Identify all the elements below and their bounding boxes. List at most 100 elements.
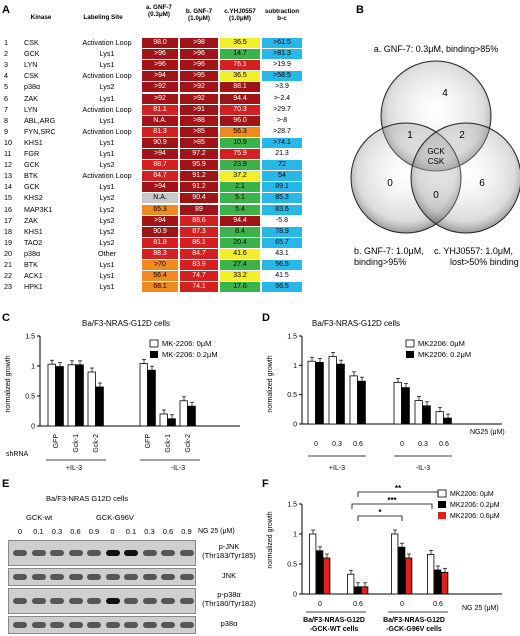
row-kinase: CSK	[24, 71, 39, 81]
row-value-a: >94	[142, 215, 178, 226]
row-kinase: KHS1	[24, 137, 43, 147]
panel-f-xlabel: NG 25 (μM)	[462, 605, 499, 612]
panel-c-legend-swatch-0	[149, 339, 159, 348]
row-labeling-site: Lys2	[99, 237, 115, 247]
row-number: 23	[4, 282, 12, 292]
row-number: 12	[4, 160, 12, 170]
blot-band	[13, 622, 27, 628]
blot-lane-concentration: 0.1	[125, 527, 137, 536]
panel-c-bar	[95, 386, 104, 427]
row-value-a: 68.1	[142, 282, 178, 293]
row-kinase: GCK	[24, 182, 40, 192]
row-value-d: 83.6	[262, 204, 302, 215]
panel-f-bar	[427, 554, 435, 595]
blot-band	[31, 574, 46, 580]
panel-f-legend-0: MK2206: 0μM	[450, 491, 494, 498]
venn-count-b-only: 0	[387, 178, 393, 189]
blot-band	[124, 574, 138, 580]
row-value-b: >92	[180, 82, 218, 93]
row-value-a: 56.4	[142, 271, 178, 282]
panel-d-bar-chart: Ba/F3-NRAS-G12D cells normalized growth …	[267, 319, 505, 472]
panel-f-significance-label: ***	[387, 496, 397, 505]
table-row: 19 TAO2 Lys2 81.8 86.1 20.4 65.7	[4, 237, 304, 248]
blot-lane-concentration: 0.3	[144, 527, 155, 536]
panel-c-bar	[87, 371, 96, 427]
panel-c-y-tick-label: 0.5	[25, 394, 35, 401]
panel-d-x-tick-label: 0.3	[332, 441, 342, 448]
panel-c-x-tick-label: Gck-1	[165, 434, 172, 453]
header-a: a. GNF-7 (0.3μM)	[146, 4, 172, 19]
blot-band	[87, 598, 101, 604]
panel-d-bar	[307, 360, 316, 425]
venn-count-a-only: 4	[442, 88, 448, 99]
blot-band	[179, 622, 194, 628]
row-value-c: 27.4	[220, 260, 260, 270]
panel-f-ylabel: normalized growth	[267, 511, 274, 568]
blot-band-label: JNK	[221, 571, 237, 580]
row-labeling-site: Lys1	[99, 49, 115, 59]
blot-band	[124, 622, 138, 628]
panel-c-x-tick-label: Gck-1	[73, 434, 80, 453]
panel-c-x-tick-label: Gck-2	[185, 434, 192, 453]
row-value-c: 10.9	[220, 137, 260, 148]
panel-d-y-tick-label: 1	[293, 363, 297, 370]
panel-c-bar	[187, 405, 196, 427]
panel-c-bar	[47, 363, 56, 427]
panel-f-bar-chart: normalized growth MK2206: 0μM MK2206: 0.…	[267, 484, 502, 633]
row-labeling-site: Activation Loop	[82, 171, 132, 181]
row-labeling-site: Activation Loop	[82, 126, 132, 136]
row-value-c: 70.3	[220, 104, 260, 115]
blot-band	[68, 550, 83, 556]
panel-f-bar	[347, 573, 355, 595]
row-value-d: 56.5	[262, 260, 302, 270]
table-row: 3 LYN Lys1 >96 >96 76.1 >19.9	[4, 60, 304, 71]
row-value-d: 72	[262, 160, 302, 171]
row-value-b: >88	[180, 115, 218, 126]
row-value-a: 90.9	[142, 137, 178, 148]
panel-f-bar	[434, 569, 442, 595]
row-value-c: 14.7	[220, 49, 260, 60]
row-value-b: 91.2	[180, 182, 218, 193]
row-value-b: 90.4	[180, 193, 218, 204]
panel-f-bar	[361, 586, 369, 595]
row-number: 5	[4, 82, 8, 92]
panel-c-group-0: +IL-3	[66, 465, 82, 472]
row-value-c: 5.4	[220, 204, 260, 215]
blot-band	[142, 574, 157, 580]
row-kinase: ZAK	[24, 215, 38, 225]
row-value-a: N.A.	[142, 115, 178, 126]
panel-d-group-1: -IL-3	[416, 465, 431, 472]
row-value-d: >-2.4	[273, 94, 291, 102]
row-value-a: 98.0	[142, 38, 178, 48]
table-row: 1 CSK Activation Loop 98.0 >98 36.5 >61.5	[4, 38, 304, 48]
row-kinase: GCK	[24, 49, 40, 59]
panel-f-legend-06: MK2206: 0.6μM	[450, 513, 500, 520]
row-kinase: TAO2	[24, 237, 43, 247]
venn-label-a: a. GNF-7: 0.3μM, binding>85%	[374, 44, 499, 54]
row-value-a: >94	[142, 182, 178, 193]
row-value-c: 37.2	[220, 171, 260, 182]
row-value-c: 96.0	[220, 115, 260, 126]
row-value-b: >85	[180, 126, 218, 137]
panel-label-c: C	[2, 312, 10, 324]
panel-d-group-0: +IL-3	[329, 465, 345, 472]
row-value-a: 65.3	[142, 204, 178, 215]
panel-f-bar	[323, 557, 331, 595]
table-row: 15 KHS2 Lys2 N.A. 90.4 5.1 85.3	[4, 193, 304, 204]
panel-d-ylabel: normalized growth	[267, 355, 274, 412]
row-value-b: 95.9	[180, 160, 218, 171]
panel-c-x-tick-label: Gck-2	[93, 434, 100, 453]
row-value-a: >94	[142, 71, 178, 82]
blot-band-sublabel: (Thr183/Tyr185)	[202, 551, 256, 560]
table-row: 2 GCK Lys1 >96 >96 14.7 >81.3	[4, 49, 304, 60]
blot-band	[161, 622, 175, 628]
table-row: 22 ACK1 Lys1 56.4 74.7 33.2 41.5	[4, 271, 304, 282]
table-row: 5 p38α Lys2 >92 >92 88.1 >3.9	[4, 82, 304, 93]
row-value-a: 81.3	[142, 126, 178, 137]
header-kinase: Kinase	[30, 14, 52, 21]
row-value-d: 78.9	[262, 226, 302, 237]
panel-label-a: A	[2, 4, 10, 16]
row-labeling-site: Lys2	[99, 226, 115, 236]
panel-c-x-tick-label: GFP	[145, 434, 152, 449]
panel-c-y-tick-label: 1.5	[25, 334, 35, 341]
